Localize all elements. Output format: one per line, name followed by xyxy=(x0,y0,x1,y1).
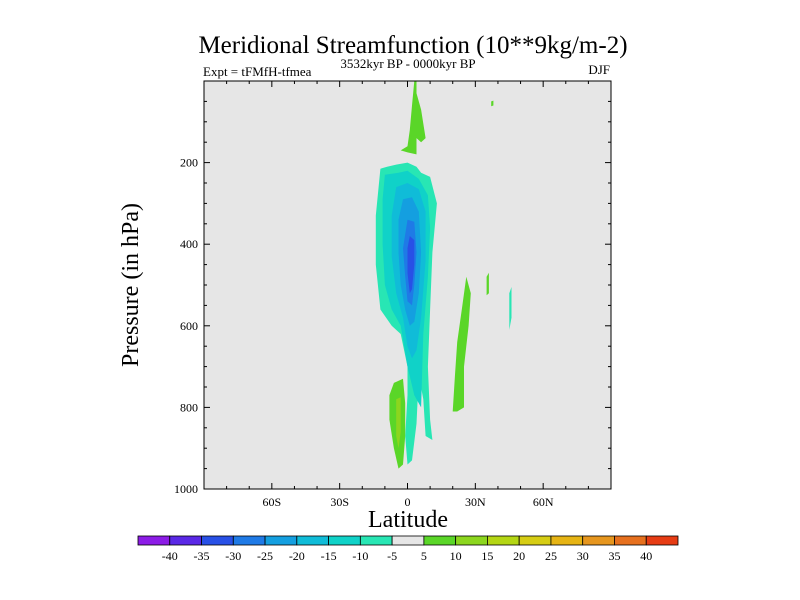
colorbar-swatch xyxy=(391,535,425,546)
colorbar-swatch xyxy=(614,535,647,546)
colorbar-label: -20 xyxy=(289,549,305,563)
y-tick-label: 1000 xyxy=(174,482,198,496)
colorbar: -40 -35 -30 -25 -20 -15 -10 -5 5 10 15 20 25 30 35 40 xyxy=(137,535,679,563)
x-axis-label: Latitude xyxy=(368,507,448,533)
contour-upper-positive-dot xyxy=(491,100,494,107)
colorbar-swatch xyxy=(487,535,520,546)
contour-north-positive-sliver xyxy=(486,272,489,296)
x-tick-label: 60S xyxy=(262,495,281,509)
contour-north-negative-sliver xyxy=(509,287,512,330)
colorbar-swatch xyxy=(582,535,615,546)
colorbar-swatch xyxy=(296,535,329,546)
colorbar-label: 35 xyxy=(608,549,620,563)
colorbar-label: -35 xyxy=(194,549,210,563)
colorbar-swatch xyxy=(455,535,488,546)
colorbar-swatch xyxy=(169,535,202,546)
colorbar-label: 15 xyxy=(481,549,493,563)
colorbar-label: -10 xyxy=(352,549,368,563)
colorbar-label: -40 xyxy=(162,549,178,563)
contour-tropical-negative-core xyxy=(407,236,415,294)
period-label: 3532kyr BP - 0000kyr BP xyxy=(340,56,475,71)
colorbar-label: -25 xyxy=(257,549,273,563)
colorbar-label: 10 xyxy=(450,549,462,563)
colorbar-swatch xyxy=(518,535,552,546)
experiment-label: Expt = tFMfH-tfmea xyxy=(203,64,312,79)
colorbar-label: 5 xyxy=(421,549,427,563)
colorbar-label: 40 xyxy=(640,549,652,563)
colorbar-swatch xyxy=(201,535,234,546)
contour-south-lower-positive-core xyxy=(396,397,401,449)
colorbar-label: 25 xyxy=(545,549,557,563)
colorbar-swatch xyxy=(137,535,171,546)
colorbar-swatch xyxy=(550,535,584,546)
y-tick-label: 400 xyxy=(180,237,198,251)
colorbar-label: -5 xyxy=(387,549,397,563)
x-tick-label: 30N xyxy=(465,495,486,509)
colorbar-label: -15 xyxy=(321,549,337,563)
tick-layer: 60S 30S 0 30N 60N 200 400 600 800 1000 xyxy=(174,81,611,509)
colorbar-swatch xyxy=(264,535,298,546)
contour-layer xyxy=(375,81,512,469)
colorbar-swatch xyxy=(645,535,679,546)
season-label: DJF xyxy=(588,62,610,77)
colorbar-swatch xyxy=(423,535,457,546)
contour-upper-positive-plume xyxy=(400,81,426,155)
chart-title: Meridional Streamfunction (10**9kg/m-2) xyxy=(198,32,627,59)
x-tick-label: 60N xyxy=(533,495,554,509)
colorbar-swatch xyxy=(328,535,361,546)
x-tick-label: 30S xyxy=(330,495,349,509)
colorbar-label: -30 xyxy=(225,549,241,563)
x-tick-label: 0 xyxy=(405,495,411,509)
y-axis-label: Pressure (in hPa) xyxy=(118,203,144,367)
y-tick-label: 200 xyxy=(180,156,198,170)
colorbar-swatch xyxy=(232,535,266,546)
y-tick-label: 800 xyxy=(180,400,198,414)
colorbar-label: 20 xyxy=(513,549,525,563)
colorbar-swatch xyxy=(359,535,393,546)
contour-north-positive-tongue xyxy=(452,276,471,412)
colorbar-label: 30 xyxy=(577,549,589,563)
y-tick-label: 600 xyxy=(180,319,198,333)
